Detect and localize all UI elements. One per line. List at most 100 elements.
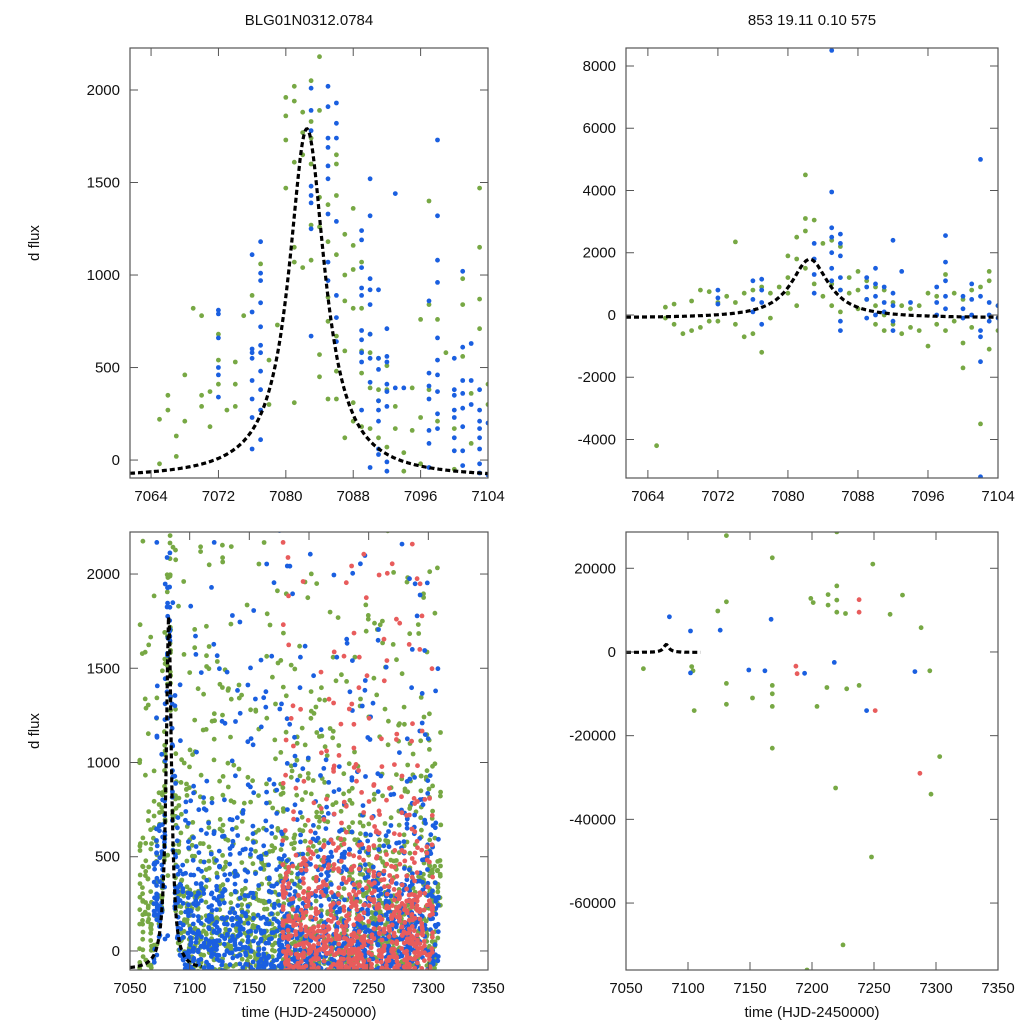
data-point-red [380,972,385,977]
data-point-green [404,579,410,585]
data-point-blue [943,233,948,239]
data-point-red [301,880,306,886]
data-point-red [313,909,319,915]
data-point-blue [363,973,368,978]
data-point-blue [331,789,337,794]
data-point-red [412,892,417,898]
data-point-green [140,929,146,935]
data-point-red [406,917,412,923]
data-point-blue [233,773,238,779]
data-point-blue [167,584,173,590]
data-point-green [156,802,162,807]
data-point-red [363,595,369,601]
data-point-red [280,887,286,893]
data-point-green [803,265,808,271]
data-point-blue [154,894,160,900]
data-point-green [222,864,228,870]
data-point-red [339,923,345,929]
data-point-blue [423,974,428,979]
data-point-blue [881,300,887,305]
data-point-red [324,748,329,754]
x-tick-label: 7050 [609,980,642,997]
data-point-green [908,325,913,330]
data-point-green [399,671,405,677]
data-point-red [414,903,420,908]
data-point-blue [188,935,193,940]
data-point-green [143,900,149,905]
data-point-red [424,952,430,958]
data-point-blue [193,844,199,849]
data-point-blue [186,845,192,851]
series-blue [715,48,998,478]
data-point-green [372,971,377,976]
data-point-blue [943,278,948,284]
data-point-blue [284,940,290,946]
data-point-blue [276,892,282,897]
data-point-red [280,838,286,843]
data-point-green [881,328,887,333]
data-point-green [432,970,437,975]
data-point-green [216,357,221,363]
data-point-red [290,907,296,912]
data-point-red [410,522,415,527]
data-point-blue [451,435,457,441]
data-point-red [289,974,294,979]
data-point-blue [227,846,233,851]
data-point-green [270,972,275,977]
data-point-blue [204,970,209,975]
data-point-blue [191,901,196,907]
data-point-blue [204,778,210,784]
data-point-green [266,357,272,363]
data-point-blue [264,800,269,806]
data-point-red [329,945,334,951]
data-point-green [311,711,317,716]
data-point-blue [250,831,256,837]
data-point-green [258,261,263,267]
data-point-green [142,696,148,702]
data-point-green [225,760,231,766]
data-point-blue [154,838,159,843]
data-point-blue [243,846,248,852]
y-axis-label: d flux [26,713,43,749]
data-point-red [371,974,376,979]
data-point-blue [376,287,381,293]
data-point-blue [838,241,843,246]
data-point-red [387,978,392,983]
data-point-blue [404,821,410,827]
data-point-green [137,848,143,853]
data-point-blue [460,448,466,454]
data-point-green [220,685,225,690]
data-point-red [280,622,286,628]
data-point-green [145,905,151,911]
data-point-blue [258,368,263,374]
data-point-red [329,975,334,980]
data-point-blue [174,838,180,844]
data-point-blue [978,293,983,299]
data-point-blue [430,893,435,899]
data-point-red [299,972,304,977]
data-point-red [419,966,425,970]
data-point-blue [201,859,207,865]
data-point-green [198,975,203,980]
data-point-green [310,778,316,783]
data-point-blue [238,932,243,937]
data-point-green [248,971,253,976]
data-point-green [960,365,966,371]
data-point-red [358,952,364,958]
data-point-blue [422,648,428,653]
data-point-blue [287,721,293,727]
data-point-red [307,972,312,977]
data-point-blue [367,287,373,293]
data-point-red [336,959,342,964]
data-point-red [419,847,425,853]
data-point-blue [308,333,314,339]
data-point-blue [282,914,287,919]
data-point-green [299,814,305,820]
data-point-red [394,958,400,964]
data-point-green [359,305,364,311]
data-point-green [184,793,190,798]
data-point-green [261,862,266,868]
data-point-blue [258,657,264,663]
x-tick-label: 7080 [269,488,302,505]
data-point-blue [451,387,457,393]
